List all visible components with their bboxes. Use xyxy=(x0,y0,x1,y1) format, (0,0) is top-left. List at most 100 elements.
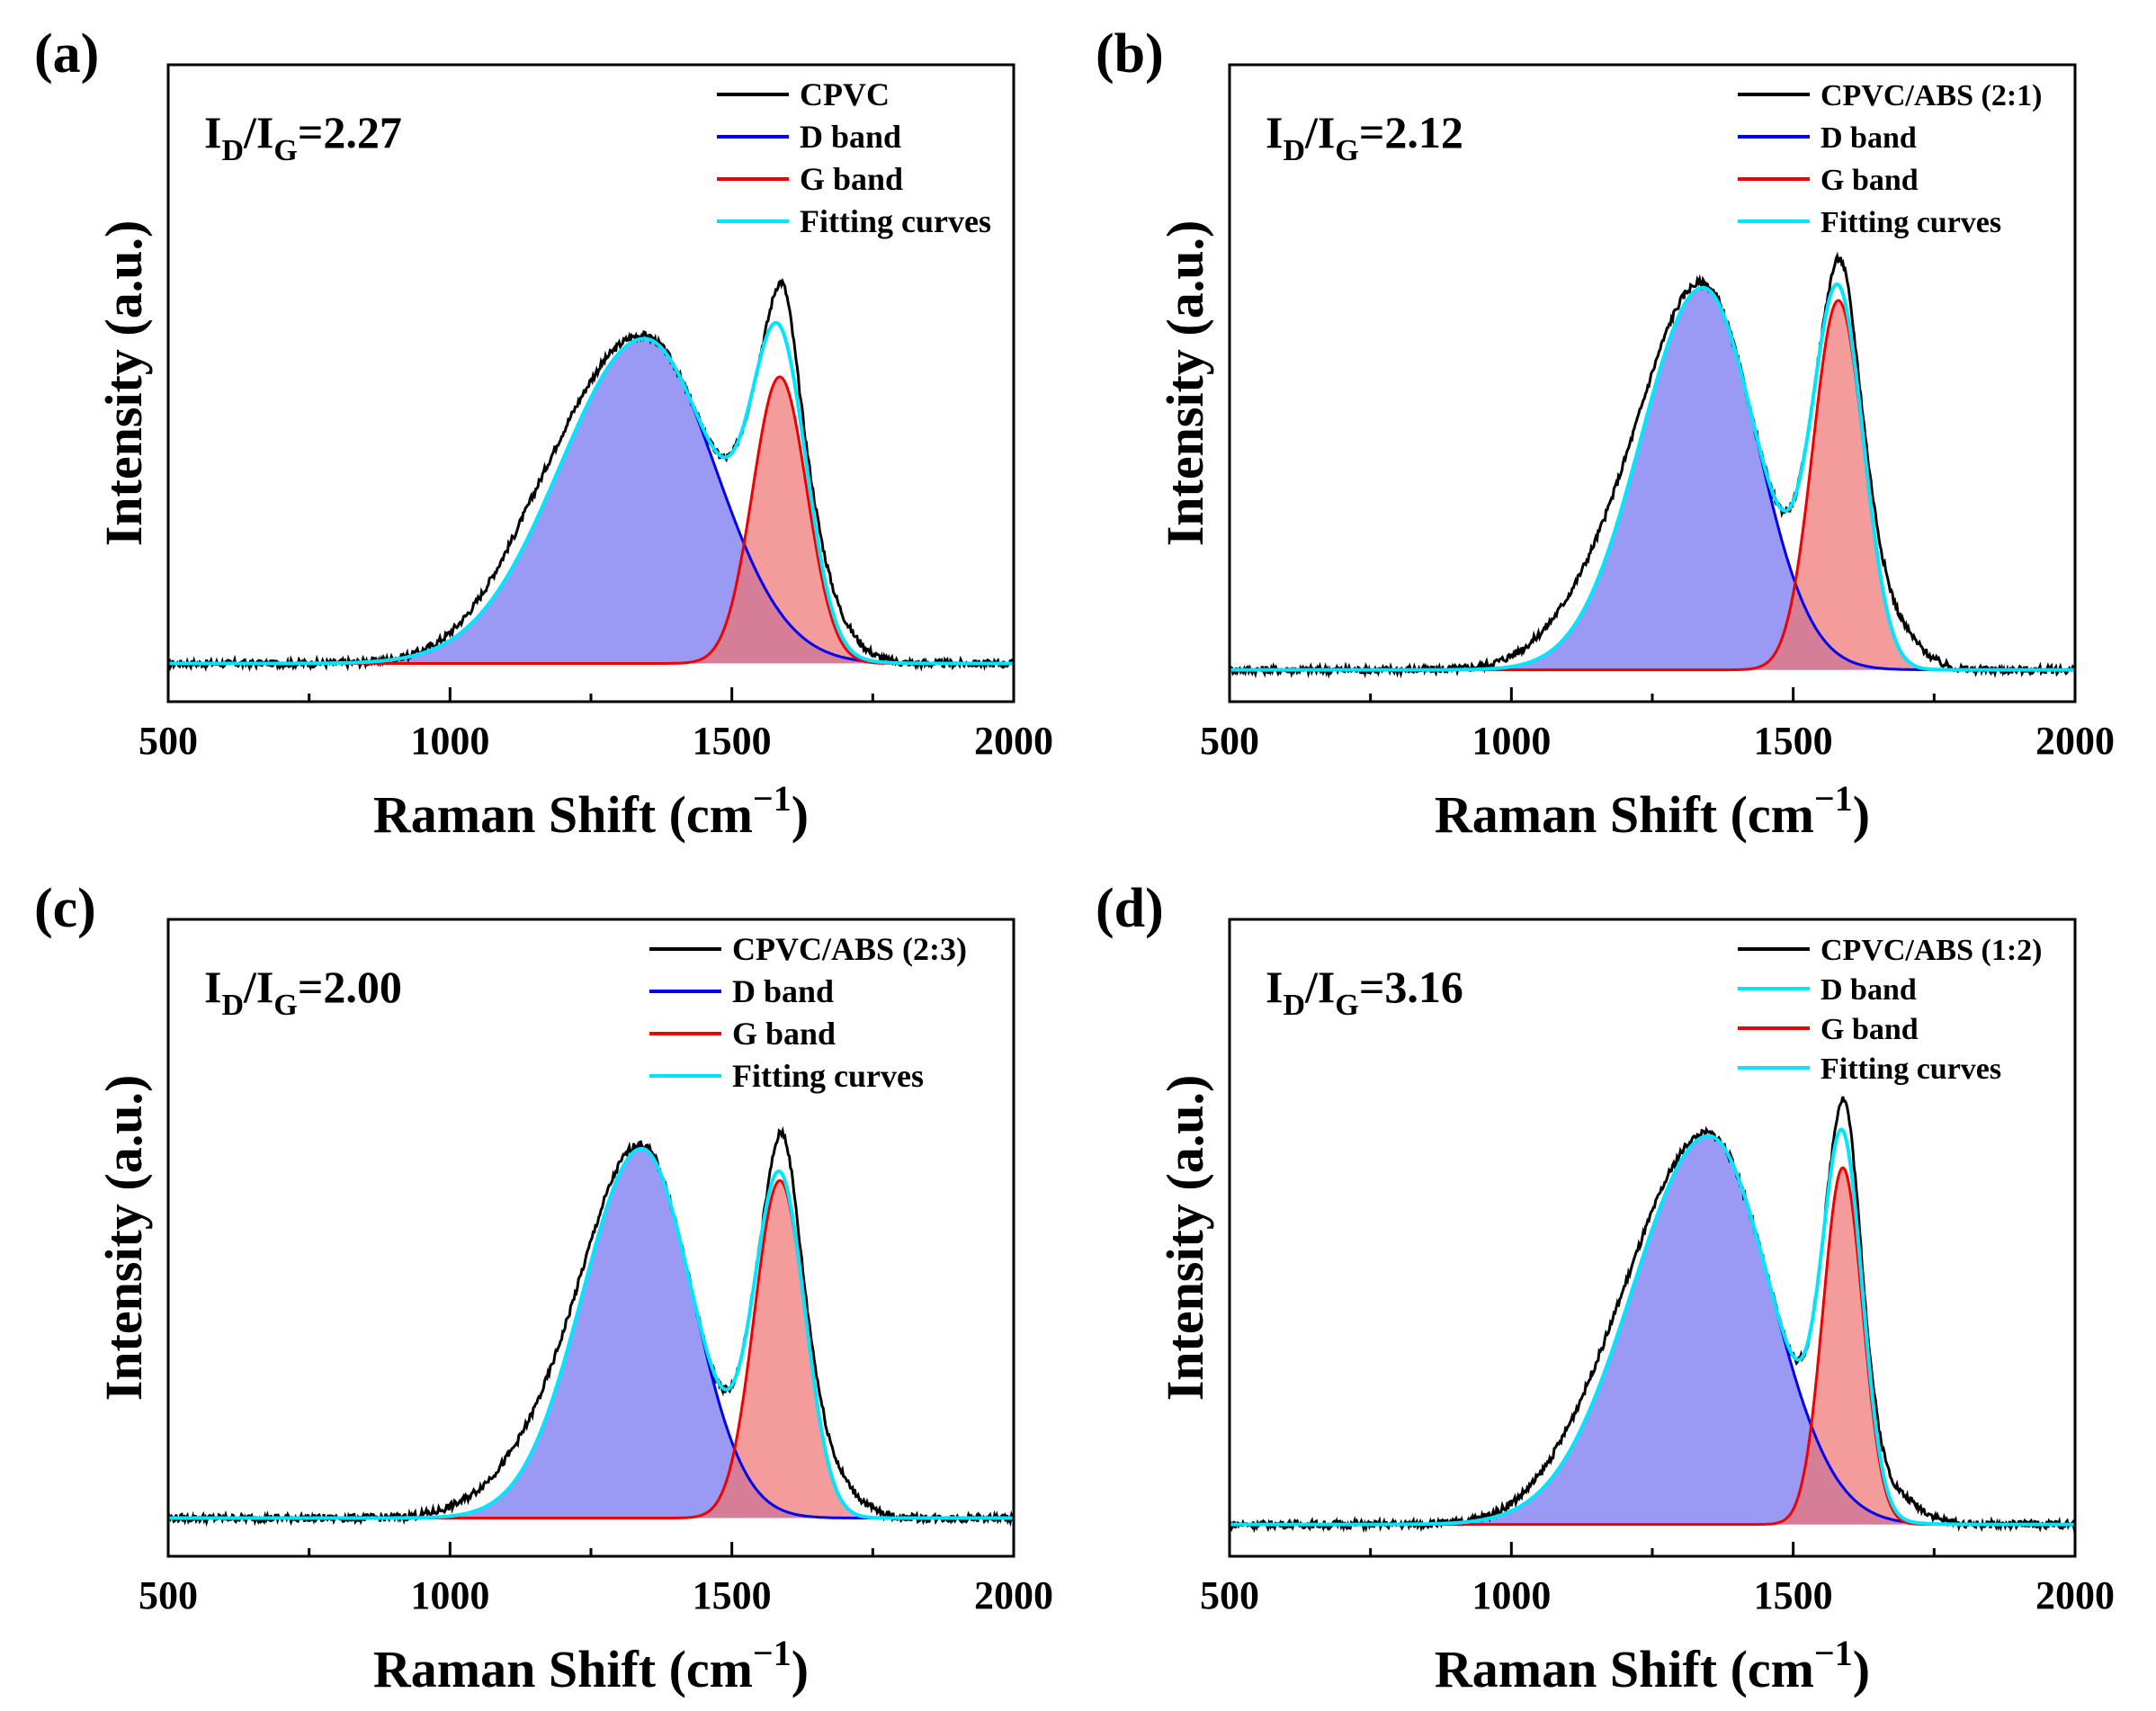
ratio-part-sub-g: G xyxy=(1335,134,1358,167)
chart-panel-b: 500 1000 1500 2000 Raman Shift (cm−1) Intensi… xyxy=(1096,23,2115,844)
x-tick-label: 1000 xyxy=(1472,1573,1551,1617)
ratio-part-sub-g: G xyxy=(273,134,297,167)
ratio-part-slash: /I xyxy=(243,107,273,157)
legend-label: D band xyxy=(732,973,834,1009)
ratio-part-value: =3.16 xyxy=(1359,962,1463,1012)
x-tick-label: 500 xyxy=(1200,719,1259,763)
d-band-fill xyxy=(168,338,1014,664)
x-axis-label: Raman Shift (cm−1) xyxy=(373,1633,809,1698)
x-axis-label: Raman Shift (cm−1) xyxy=(373,778,809,844)
ratio-part-value: =2.27 xyxy=(298,107,402,157)
legend-label: D band xyxy=(800,119,901,155)
ratio-part-slash: /I xyxy=(243,962,273,1012)
d-band-fill xyxy=(1230,287,2075,670)
ratio-part-prefix: I xyxy=(204,962,221,1012)
ratio-part-slash: /I xyxy=(1304,962,1335,1012)
intensity-ratio-label: ID/IG=2.00 xyxy=(204,962,402,1022)
x-axis-label-close: ) xyxy=(792,1640,809,1698)
ratio-part-sub-d: D xyxy=(221,134,244,167)
x-tick-label: 2000 xyxy=(2035,1573,2115,1617)
intensity-ratio-label: ID/IG=2.27 xyxy=(204,107,402,167)
chart-panel-c: 500 1000 1500 2000 Raman Shift (cm−1) Intensi… xyxy=(34,878,1053,1698)
legend-label: D band xyxy=(1821,973,1917,1007)
fitting-curve-line xyxy=(168,1146,1014,1520)
raw-spectrum-line xyxy=(166,1125,1015,1527)
x-tick-label: 1500 xyxy=(693,719,772,763)
panel-label: (b) xyxy=(1096,23,1164,85)
legend-label: G band xyxy=(732,1016,836,1052)
legend-label: Fitting curves xyxy=(732,1058,924,1094)
x-tick-label: 1000 xyxy=(1472,719,1551,763)
y-axis-label: Intensity (a.u.) xyxy=(1156,220,1214,547)
x-axis-label: Raman Shift (cm−1) xyxy=(1435,778,1870,844)
fitting-curve-line xyxy=(1230,1127,2075,1527)
x-tick-label: 2000 xyxy=(974,719,1053,763)
x-axis-label-superscript: −1 xyxy=(753,778,792,819)
x-tick-label: 500 xyxy=(139,719,198,763)
fitting-curve-line xyxy=(168,320,1014,666)
fitting-curve-line xyxy=(1230,282,2075,672)
legend-label: G band xyxy=(800,161,903,197)
ratio-part-sub-d: D xyxy=(1283,134,1305,167)
x-axis-label-close: ) xyxy=(1853,785,1870,844)
d-band-fill xyxy=(168,1148,1014,1518)
x-tick-label: 1500 xyxy=(693,1573,772,1617)
legend-label: Fitting curves xyxy=(1821,1053,2001,1086)
legend-label: Fitting curves xyxy=(800,203,991,239)
panel-label: (a) xyxy=(34,23,99,85)
ratio-part-prefix: I xyxy=(204,107,221,157)
x-tick-label: 500 xyxy=(139,1573,198,1617)
raw-spectrum-line xyxy=(1228,251,2077,679)
x-axis-label-close: ) xyxy=(1853,1640,1870,1698)
panel-label: (c) xyxy=(34,878,96,939)
raw-spectrum-line xyxy=(1229,1096,2077,1534)
legend-label: G band xyxy=(1821,164,1919,197)
x-axis-label-main: Raman Shift (cm xyxy=(1435,785,1814,844)
g-band-fill xyxy=(1230,300,2075,670)
x-tick-label: 2000 xyxy=(2035,719,2115,763)
legend-label: CPVC/ABS (2:1) xyxy=(1821,79,2042,112)
g-band-fill xyxy=(168,377,1014,664)
x-axis-label-superscript: −1 xyxy=(1814,778,1853,819)
legend-label: CPVC/ABS (2:3) xyxy=(732,931,967,967)
chart-panel-d: 500 1000 1500 2000 Raman Shift (cm−1) Intensi… xyxy=(1096,878,2115,1698)
ratio-part-value: =2.12 xyxy=(1359,107,1463,157)
ratio-part-sub-g: G xyxy=(1335,989,1358,1022)
x-tick-label: 1500 xyxy=(1754,1573,1833,1617)
x-tick-label: 1000 xyxy=(410,1573,489,1617)
legend-label: G band xyxy=(1821,1013,1919,1046)
x-axis-label-close: ) xyxy=(792,785,809,844)
ratio-part-value: =2.00 xyxy=(298,962,402,1012)
g-band-fill xyxy=(168,1180,1014,1518)
x-axis-label-superscript: −1 xyxy=(753,1633,792,1673)
legend-label: Fitting curves xyxy=(1821,206,2001,239)
legend-label: CPVC/ABS (1:2) xyxy=(1821,934,2042,967)
x-axis-label-main: Raman Shift (cm xyxy=(373,1640,753,1698)
ratio-part-prefix: I xyxy=(1266,962,1283,1012)
x-tick-label: 1000 xyxy=(410,719,489,763)
x-axis-label: Raman Shift (cm−1) xyxy=(1435,1633,1870,1698)
ratio-part-sub-d: D xyxy=(221,989,244,1022)
chart-panel-a: 500 1000 1500 2000 Raman Shift (cm−1) Intensi… xyxy=(34,23,1053,844)
ratio-part-prefix: I xyxy=(1266,107,1283,157)
x-tick-label: 500 xyxy=(1200,1573,1259,1617)
d-band-fill xyxy=(1230,1135,2075,1525)
y-axis-label: Intensity (a.u.) xyxy=(94,1075,153,1402)
ratio-part-sub-g: G xyxy=(273,989,297,1022)
intensity-ratio-label: ID/IG=2.12 xyxy=(1266,107,1463,167)
legend-label: D band xyxy=(1821,121,1917,155)
x-axis-label-superscript: −1 xyxy=(1814,1633,1853,1673)
intensity-ratio-label: ID/IG=3.16 xyxy=(1266,962,1463,1022)
panel-label: (d) xyxy=(1096,878,1164,939)
y-axis-label: Intensity (a.u.) xyxy=(94,220,153,547)
ratio-part-slash: /I xyxy=(1304,107,1335,157)
g-band-fill xyxy=(1230,1168,2075,1525)
x-tick-label: 2000 xyxy=(974,1573,1053,1617)
legend-label: CPVC xyxy=(800,76,890,112)
x-tick-label: 1500 xyxy=(1754,719,1833,763)
x-axis-label-main: Raman Shift (cm xyxy=(373,785,753,844)
y-axis-label: Intensity (a.u.) xyxy=(1156,1075,1214,1402)
ratio-part-sub-d: D xyxy=(1283,989,1305,1022)
x-axis-label-main: Raman Shift (cm xyxy=(1435,1640,1814,1698)
